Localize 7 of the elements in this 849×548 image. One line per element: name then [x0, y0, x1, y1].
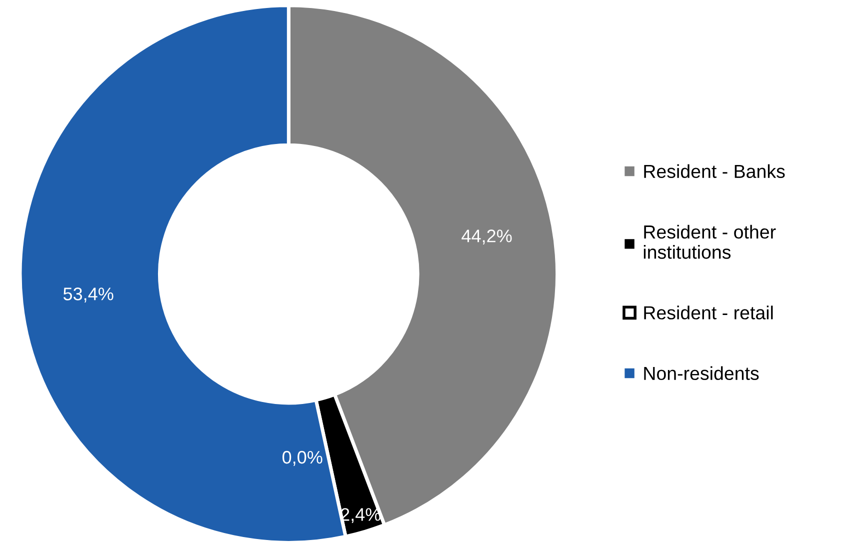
text: 0,0% [282, 450, 322, 466]
legend-label: Non-residents [644, 366, 759, 380]
legend-label: Resident - Banks [644, 164, 785, 178]
data-label: 53,4% [63, 288, 114, 302]
legend-label: Resident - other institutions [644, 224, 776, 259]
legend-label: Resident - retail [644, 306, 773, 320]
data-label: 44,2% [462, 230, 512, 244]
